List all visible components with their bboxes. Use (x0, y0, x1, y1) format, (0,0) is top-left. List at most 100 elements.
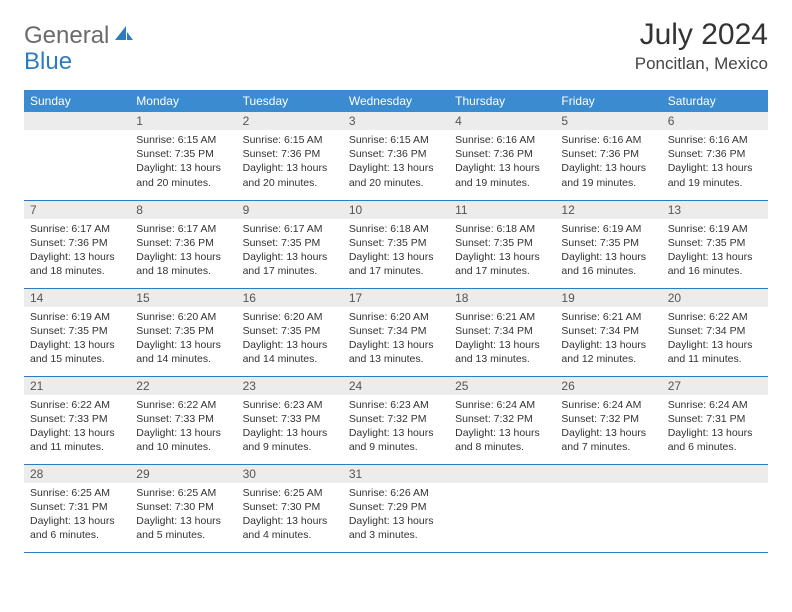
day-number: 13 (662, 201, 768, 219)
day-number: 29 (130, 465, 236, 483)
sunrise-line: Sunrise: 6:26 AM (349, 486, 443, 500)
calendar-cell: 30Sunrise: 6:25 AMSunset: 7:30 PMDayligh… (237, 464, 343, 552)
day-details: Sunrise: 6:25 AMSunset: 7:31 PMDaylight:… (24, 483, 130, 549)
empty-day (662, 465, 768, 483)
daylight-line: Daylight: 13 hours and 9 minutes. (243, 426, 337, 454)
calendar-cell (555, 464, 661, 552)
calendar-table: SundayMondayTuesdayWednesdayThursdayFrid… (24, 90, 768, 553)
sunrise-line: Sunrise: 6:15 AM (349, 133, 443, 147)
sunrise-line: Sunrise: 6:25 AM (30, 486, 124, 500)
sunrise-line: Sunrise: 6:16 AM (668, 133, 762, 147)
day-details: Sunrise: 6:21 AMSunset: 7:34 PMDaylight:… (449, 307, 555, 373)
day-details: Sunrise: 6:23 AMSunset: 7:32 PMDaylight:… (343, 395, 449, 461)
sunset-line: Sunset: 7:36 PM (561, 147, 655, 161)
calendar-head: SundayMondayTuesdayWednesdayThursdayFrid… (24, 90, 768, 112)
sunset-line: Sunset: 7:36 PM (136, 236, 230, 250)
day-details: Sunrise: 6:22 AMSunset: 7:33 PMDaylight:… (130, 395, 236, 461)
daylight-line: Daylight: 13 hours and 20 minutes. (349, 161, 443, 189)
day-details: Sunrise: 6:16 AMSunset: 7:36 PMDaylight:… (449, 130, 555, 196)
day-number: 9 (237, 201, 343, 219)
day-details: Sunrise: 6:16 AMSunset: 7:36 PMDaylight:… (662, 130, 768, 196)
empty-day (449, 465, 555, 483)
day-details: Sunrise: 6:22 AMSunset: 7:33 PMDaylight:… (24, 395, 130, 461)
weekday-header: Friday (555, 90, 661, 112)
daylight-line: Daylight: 13 hours and 12 minutes. (561, 338, 655, 366)
day-details: Sunrise: 6:15 AMSunset: 7:35 PMDaylight:… (130, 130, 236, 196)
logo-text-part2: Blue (24, 48, 72, 76)
day-number: 20 (662, 289, 768, 307)
calendar-cell: 6Sunrise: 6:16 AMSunset: 7:36 PMDaylight… (662, 112, 768, 200)
day-number: 17 (343, 289, 449, 307)
sunset-line: Sunset: 7:36 PM (668, 147, 762, 161)
sunset-line: Sunset: 7:30 PM (136, 500, 230, 514)
daylight-line: Daylight: 13 hours and 10 minutes. (136, 426, 230, 454)
calendar-cell: 15Sunrise: 6:20 AMSunset: 7:35 PMDayligh… (130, 288, 236, 376)
daylight-line: Daylight: 13 hours and 11 minutes. (668, 338, 762, 366)
day-details: Sunrise: 6:18 AMSunset: 7:35 PMDaylight:… (343, 219, 449, 285)
title-block: July 2024 Poncitlan, Mexico (635, 18, 768, 74)
daylight-line: Daylight: 13 hours and 18 minutes. (136, 250, 230, 278)
calendar-row: 14Sunrise: 6:19 AMSunset: 7:35 PMDayligh… (24, 288, 768, 376)
sunset-line: Sunset: 7:34 PM (455, 324, 549, 338)
daylight-line: Daylight: 13 hours and 5 minutes. (136, 514, 230, 542)
calendar-cell: 27Sunrise: 6:24 AMSunset: 7:31 PMDayligh… (662, 376, 768, 464)
empty-day (555, 465, 661, 483)
calendar-row: 28Sunrise: 6:25 AMSunset: 7:31 PMDayligh… (24, 464, 768, 552)
day-details: Sunrise: 6:18 AMSunset: 7:35 PMDaylight:… (449, 219, 555, 285)
calendar-cell: 28Sunrise: 6:25 AMSunset: 7:31 PMDayligh… (24, 464, 130, 552)
sunset-line: Sunset: 7:34 PM (668, 324, 762, 338)
logo-text-part1: General (24, 22, 109, 50)
sunset-line: Sunset: 7:32 PM (349, 412, 443, 426)
day-details: Sunrise: 6:25 AMSunset: 7:30 PMDaylight:… (130, 483, 236, 549)
sunset-line: Sunset: 7:36 PM (243, 147, 337, 161)
sunrise-line: Sunrise: 6:20 AM (136, 310, 230, 324)
brand-logo: GeneralBlue (24, 18, 186, 76)
sunrise-line: Sunrise: 6:19 AM (30, 310, 124, 324)
calendar-cell: 5Sunrise: 6:16 AMSunset: 7:36 PMDaylight… (555, 112, 661, 200)
sunset-line: Sunset: 7:33 PM (243, 412, 337, 426)
calendar-cell: 13Sunrise: 6:19 AMSunset: 7:35 PMDayligh… (662, 200, 768, 288)
calendar-body: 1Sunrise: 6:15 AMSunset: 7:35 PMDaylight… (24, 112, 768, 552)
daylight-line: Daylight: 13 hours and 17 minutes. (243, 250, 337, 278)
weekday-header: Wednesday (343, 90, 449, 112)
calendar-cell: 23Sunrise: 6:23 AMSunset: 7:33 PMDayligh… (237, 376, 343, 464)
sunset-line: Sunset: 7:34 PM (349, 324, 443, 338)
calendar-cell: 18Sunrise: 6:21 AMSunset: 7:34 PMDayligh… (449, 288, 555, 376)
sunrise-line: Sunrise: 6:22 AM (136, 398, 230, 412)
weekday-header: Saturday (662, 90, 768, 112)
daylight-line: Daylight: 13 hours and 13 minutes. (455, 338, 549, 366)
sunrise-line: Sunrise: 6:18 AM (349, 222, 443, 236)
calendar-row: 7Sunrise: 6:17 AMSunset: 7:36 PMDaylight… (24, 200, 768, 288)
daylight-line: Daylight: 13 hours and 19 minutes. (561, 161, 655, 189)
sunset-line: Sunset: 7:33 PM (30, 412, 124, 426)
daylight-line: Daylight: 13 hours and 17 minutes. (455, 250, 549, 278)
empty-day (24, 112, 130, 130)
calendar-cell: 17Sunrise: 6:20 AMSunset: 7:34 PMDayligh… (343, 288, 449, 376)
calendar-cell: 29Sunrise: 6:25 AMSunset: 7:30 PMDayligh… (130, 464, 236, 552)
calendar-cell: 9Sunrise: 6:17 AMSunset: 7:35 PMDaylight… (237, 200, 343, 288)
sunset-line: Sunset: 7:31 PM (668, 412, 762, 426)
sunset-line: Sunset: 7:35 PM (561, 236, 655, 250)
daylight-line: Daylight: 13 hours and 14 minutes. (136, 338, 230, 366)
daylight-line: Daylight: 13 hours and 20 minutes. (136, 161, 230, 189)
page-header: GeneralBlue July 2024 Poncitlan, Mexico (24, 18, 768, 76)
day-details: Sunrise: 6:24 AMSunset: 7:31 PMDaylight:… (662, 395, 768, 461)
sunrise-line: Sunrise: 6:21 AM (561, 310, 655, 324)
sunset-line: Sunset: 7:35 PM (243, 236, 337, 250)
day-number: 12 (555, 201, 661, 219)
daylight-line: Daylight: 13 hours and 7 minutes. (561, 426, 655, 454)
day-number: 26 (555, 377, 661, 395)
day-details: Sunrise: 6:24 AMSunset: 7:32 PMDaylight:… (555, 395, 661, 461)
calendar-cell: 10Sunrise: 6:18 AMSunset: 7:35 PMDayligh… (343, 200, 449, 288)
day-number: 23 (237, 377, 343, 395)
calendar-cell (24, 112, 130, 200)
calendar-cell (662, 464, 768, 552)
day-details: Sunrise: 6:25 AMSunset: 7:30 PMDaylight:… (237, 483, 343, 549)
weekday-header: Tuesday (237, 90, 343, 112)
month-title: July 2024 (635, 18, 768, 52)
day-number: 28 (24, 465, 130, 483)
daylight-line: Daylight: 13 hours and 4 minutes. (243, 514, 337, 542)
sunset-line: Sunset: 7:32 PM (561, 412, 655, 426)
day-details: Sunrise: 6:20 AMSunset: 7:35 PMDaylight:… (237, 307, 343, 373)
calendar-cell: 1Sunrise: 6:15 AMSunset: 7:35 PMDaylight… (130, 112, 236, 200)
